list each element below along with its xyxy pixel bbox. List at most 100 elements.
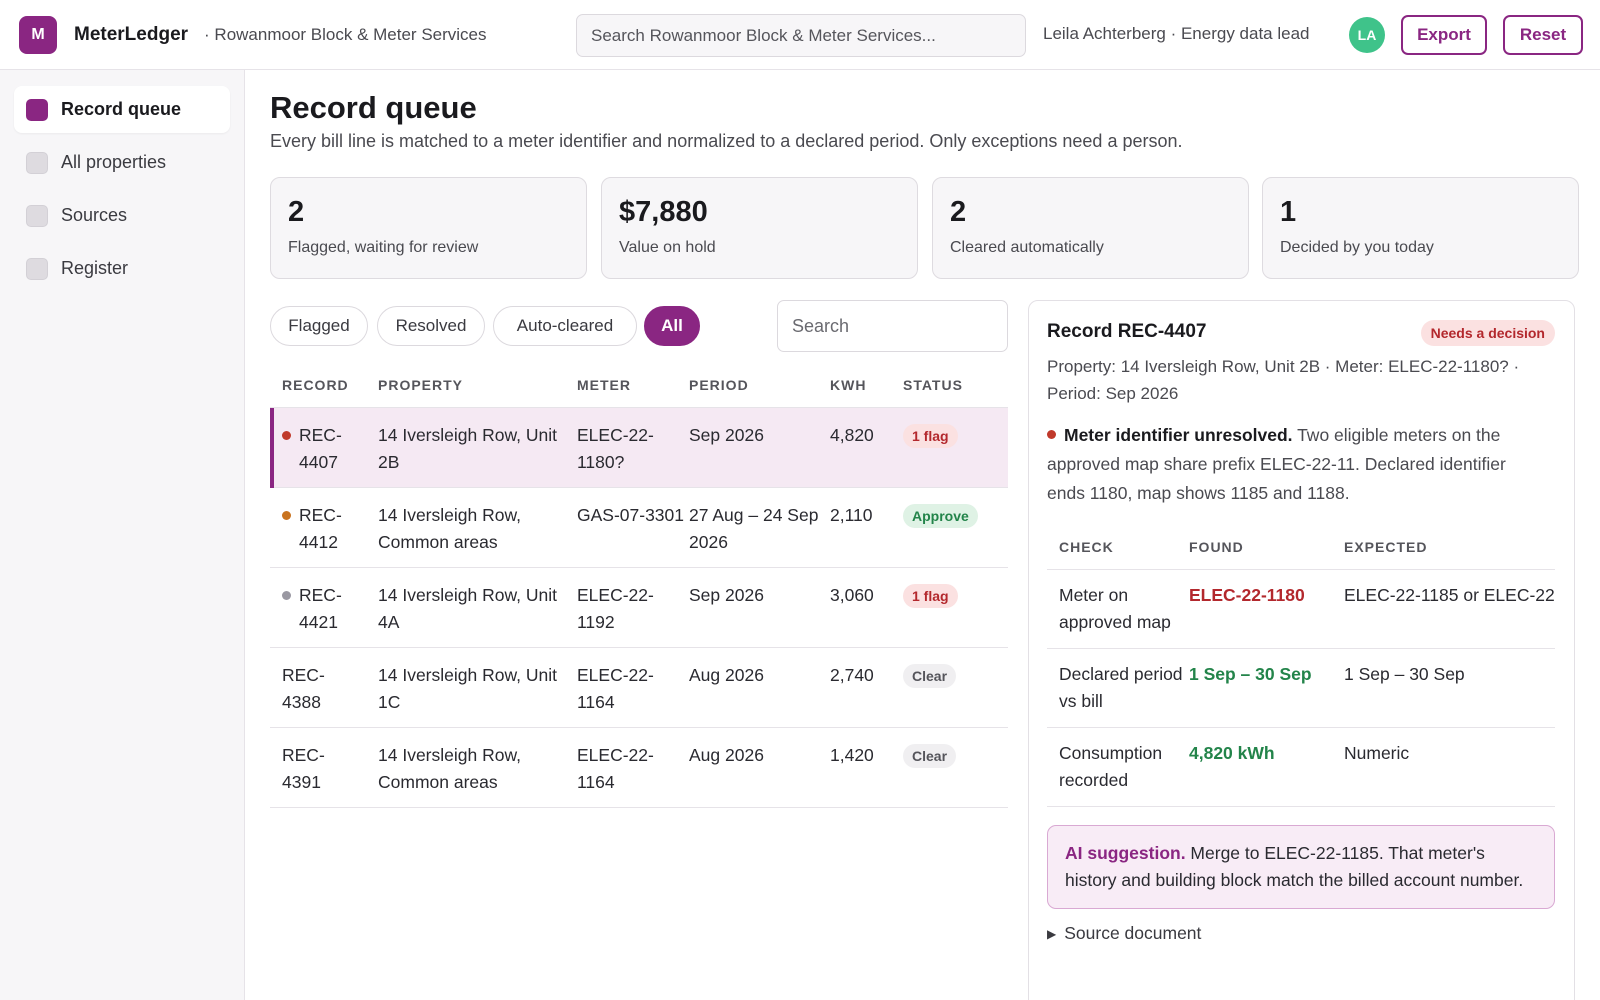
ai-suggestion: AI suggestion. Merge to ELEC-22-1185. Th…: [1047, 825, 1555, 909]
status-cell: Clear: [903, 648, 1008, 727]
record-cell: REC-4407: [270, 408, 378, 487]
user-name: Leila Achterberg · Energy data lead: [1043, 24, 1310, 43]
record-cell: REC-4388: [270, 648, 378, 727]
filter-auto-cleared[interactable]: Auto-cleared: [493, 306, 637, 346]
property-cell: 14 Iversleigh Row, Unit 2B: [378, 425, 557, 472]
table-row[interactable]: REC-4421 14 Iversleigh Row, Unit 4A ELEC-2…: [270, 568, 1008, 648]
col-expected: EXPECTED: [1344, 538, 1428, 555]
sidebar-item-record-queue[interactable]: Record queue: [14, 86, 230, 133]
table-search-input[interactable]: Search: [777, 300, 1008, 352]
filter-flagged[interactable]: Flagged: [270, 306, 368, 346]
meter-cell: GAS-07-3301: [577, 505, 685, 525]
record-detail-panel: Record REC-4407 Needs a decision Propert…: [1028, 300, 1575, 1000]
sidebar: Record queue All properties Sources Regi…: [0, 70, 245, 1000]
kwh-cell: 4,820: [830, 425, 874, 445]
avatar[interactable]: LA: [1349, 17, 1385, 53]
status-dot-icon: [282, 511, 291, 520]
col-record[interactable]: RECORD: [282, 377, 349, 393]
check-expected: 1 Sep – 30 Sep: [1344, 664, 1465, 684]
filter-all[interactable]: All: [644, 306, 700, 346]
stat-label: Value on hold: [619, 239, 716, 256]
record-cell: REC-4412: [270, 488, 378, 567]
table-header: RECORD PROPERTY METER PERIOD KWH STATUS: [270, 364, 1008, 408]
stat-label: Cleared automatically: [950, 239, 1104, 256]
sidebar-item-all-properties[interactable]: All properties: [14, 139, 230, 186]
status-cell: Approve: [903, 488, 1008, 567]
checks-table: CHECK FOUND EXPECTED Meter on approved m…: [1047, 524, 1555, 807]
detail-title: Record REC-4407: [1047, 321, 1207, 342]
kwh-cell: 2,110: [830, 505, 873, 525]
org-name: · Rowanmoor Block & Meter Services: [204, 24, 487, 44]
export-button[interactable]: Export: [1401, 15, 1487, 55]
source-document-toggle[interactable]: ▶ Source document: [1047, 923, 1556, 944]
status-badge: Needs a decision: [1420, 320, 1555, 346]
stat-label: Decided by you today: [1280, 239, 1434, 256]
top-bar: M MeterLedger · Rowanmoor Block & Meter …: [0, 0, 1600, 70]
record-cell: REC-4391: [270, 728, 378, 807]
record-cell: REC-4421: [270, 568, 378, 647]
sources-icon: [26, 204, 48, 227]
check-expected: ELEC-22-1185 or ELEC-22-1188: [1344, 585, 1555, 605]
stat-value: $7,880: [619, 196, 708, 228]
kwh-cell: 3,060: [830, 585, 874, 605]
status-dot-icon: [282, 431, 291, 440]
property-cell: 14 Iversleigh Row, Common areas: [378, 505, 521, 552]
stat-value: 2: [950, 196, 967, 228]
col-kwh[interactable]: KWH: [830, 377, 867, 393]
check-row: Declared period vs bill 1 Sep – 30 Sep 1 S…: [1047, 649, 1555, 728]
table-row[interactable]: REC-4388 14 Iversleigh Row, Unit 1C ELEC-2…: [270, 648, 1008, 728]
period-cell: Aug 2026: [689, 745, 764, 765]
check-found: ELEC-22-1180: [1189, 585, 1305, 605]
source-document-label: Source document: [1064, 923, 1202, 943]
kwh-cell: 2,740: [830, 665, 874, 685]
status-badge: 1 flag: [903, 424, 958, 448]
issue-title: Meter identifier unresolved.: [1064, 425, 1293, 445]
issue-text: Two eligible meters on the approved map …: [1047, 425, 1506, 503]
col-property[interactable]: PROPERTY: [378, 377, 464, 393]
table-row[interactable]: REC-4407 14 Iversleigh Row, Unit 2B ELEC-2…: [270, 408, 1008, 488]
meter-cell: ELEC-22-1164: [577, 745, 654, 792]
table-row[interactable]: REC-4412 14 Iversleigh Row, Common areas G…: [270, 488, 1008, 568]
register-icon: [26, 257, 48, 280]
alert-dot-icon: [1047, 429, 1056, 439]
record-id: REC-4391: [282, 745, 325, 792]
record-queue-icon: [26, 98, 48, 121]
reset-button[interactable]: Reset: [1503, 15, 1583, 55]
ai-suggestion-label: AI suggestion.: [1065, 843, 1186, 863]
detail-meta: Property: 14 Iversleigh Row, Unit 2B · M…: [1047, 357, 1520, 403]
stat-value: 2: [288, 196, 305, 228]
status-dot-icon: [282, 591, 291, 600]
table-row[interactable]: REC-4391 14 Iversleigh Row, Common areas E…: [270, 728, 1008, 808]
kwh-cell: 1,420: [830, 745, 874, 765]
col-status[interactable]: STATUS: [903, 377, 963, 393]
check-found: 1 Sep – 30 Sep: [1189, 664, 1312, 684]
sidebar-item-register[interactable]: Register: [14, 245, 230, 292]
meter-cell: ELEC-22-1180?: [577, 425, 654, 472]
col-meter[interactable]: METER: [577, 377, 631, 393]
sidebar-item-label: All properties: [61, 152, 167, 172]
col-period[interactable]: PERIOD: [689, 377, 749, 393]
record-id: REC-4412: [299, 505, 342, 552]
app-logo: M: [19, 15, 57, 54]
stat-value: 1: [1280, 196, 1297, 228]
status-badge: 1 flag: [903, 584, 958, 608]
check-found: 4,820 kWh: [1189, 743, 1275, 763]
page-subtitle: Every bill line is matched to a meter id…: [270, 131, 1183, 151]
record-id: REC-4407: [299, 425, 342, 472]
triangle-right-icon: ▶: [1047, 926, 1057, 941]
period-cell: Sep 2026: [689, 585, 764, 605]
period-cell: Aug 2026: [689, 665, 764, 685]
page-title: Record queue: [270, 90, 477, 125]
sidebar-item-sources[interactable]: Sources: [14, 192, 230, 239]
filter-resolved[interactable]: Resolved: [377, 306, 485, 346]
global-search-input[interactable]: Search Rowanmoor Block & Meter Services.…: [576, 14, 1026, 57]
sidebar-item-label: Register: [61, 258, 129, 278]
record-table: RECORD PROPERTY METER PERIOD KWH STATUS …: [270, 364, 1008, 808]
issue-summary: Meter identifier unresolved. Two eligibl…: [1047, 421, 1547, 508]
app-name: MeterLedger: [74, 23, 189, 45]
meter-cell: ELEC-22-1164: [577, 665, 654, 712]
status-cell: 1 flag: [903, 408, 1008, 487]
stat-card-value-on-hold: $7,880 Value on hold: [601, 177, 918, 279]
status-cell: 1 flag: [903, 568, 1008, 647]
record-id: REC-4421: [299, 585, 342, 632]
